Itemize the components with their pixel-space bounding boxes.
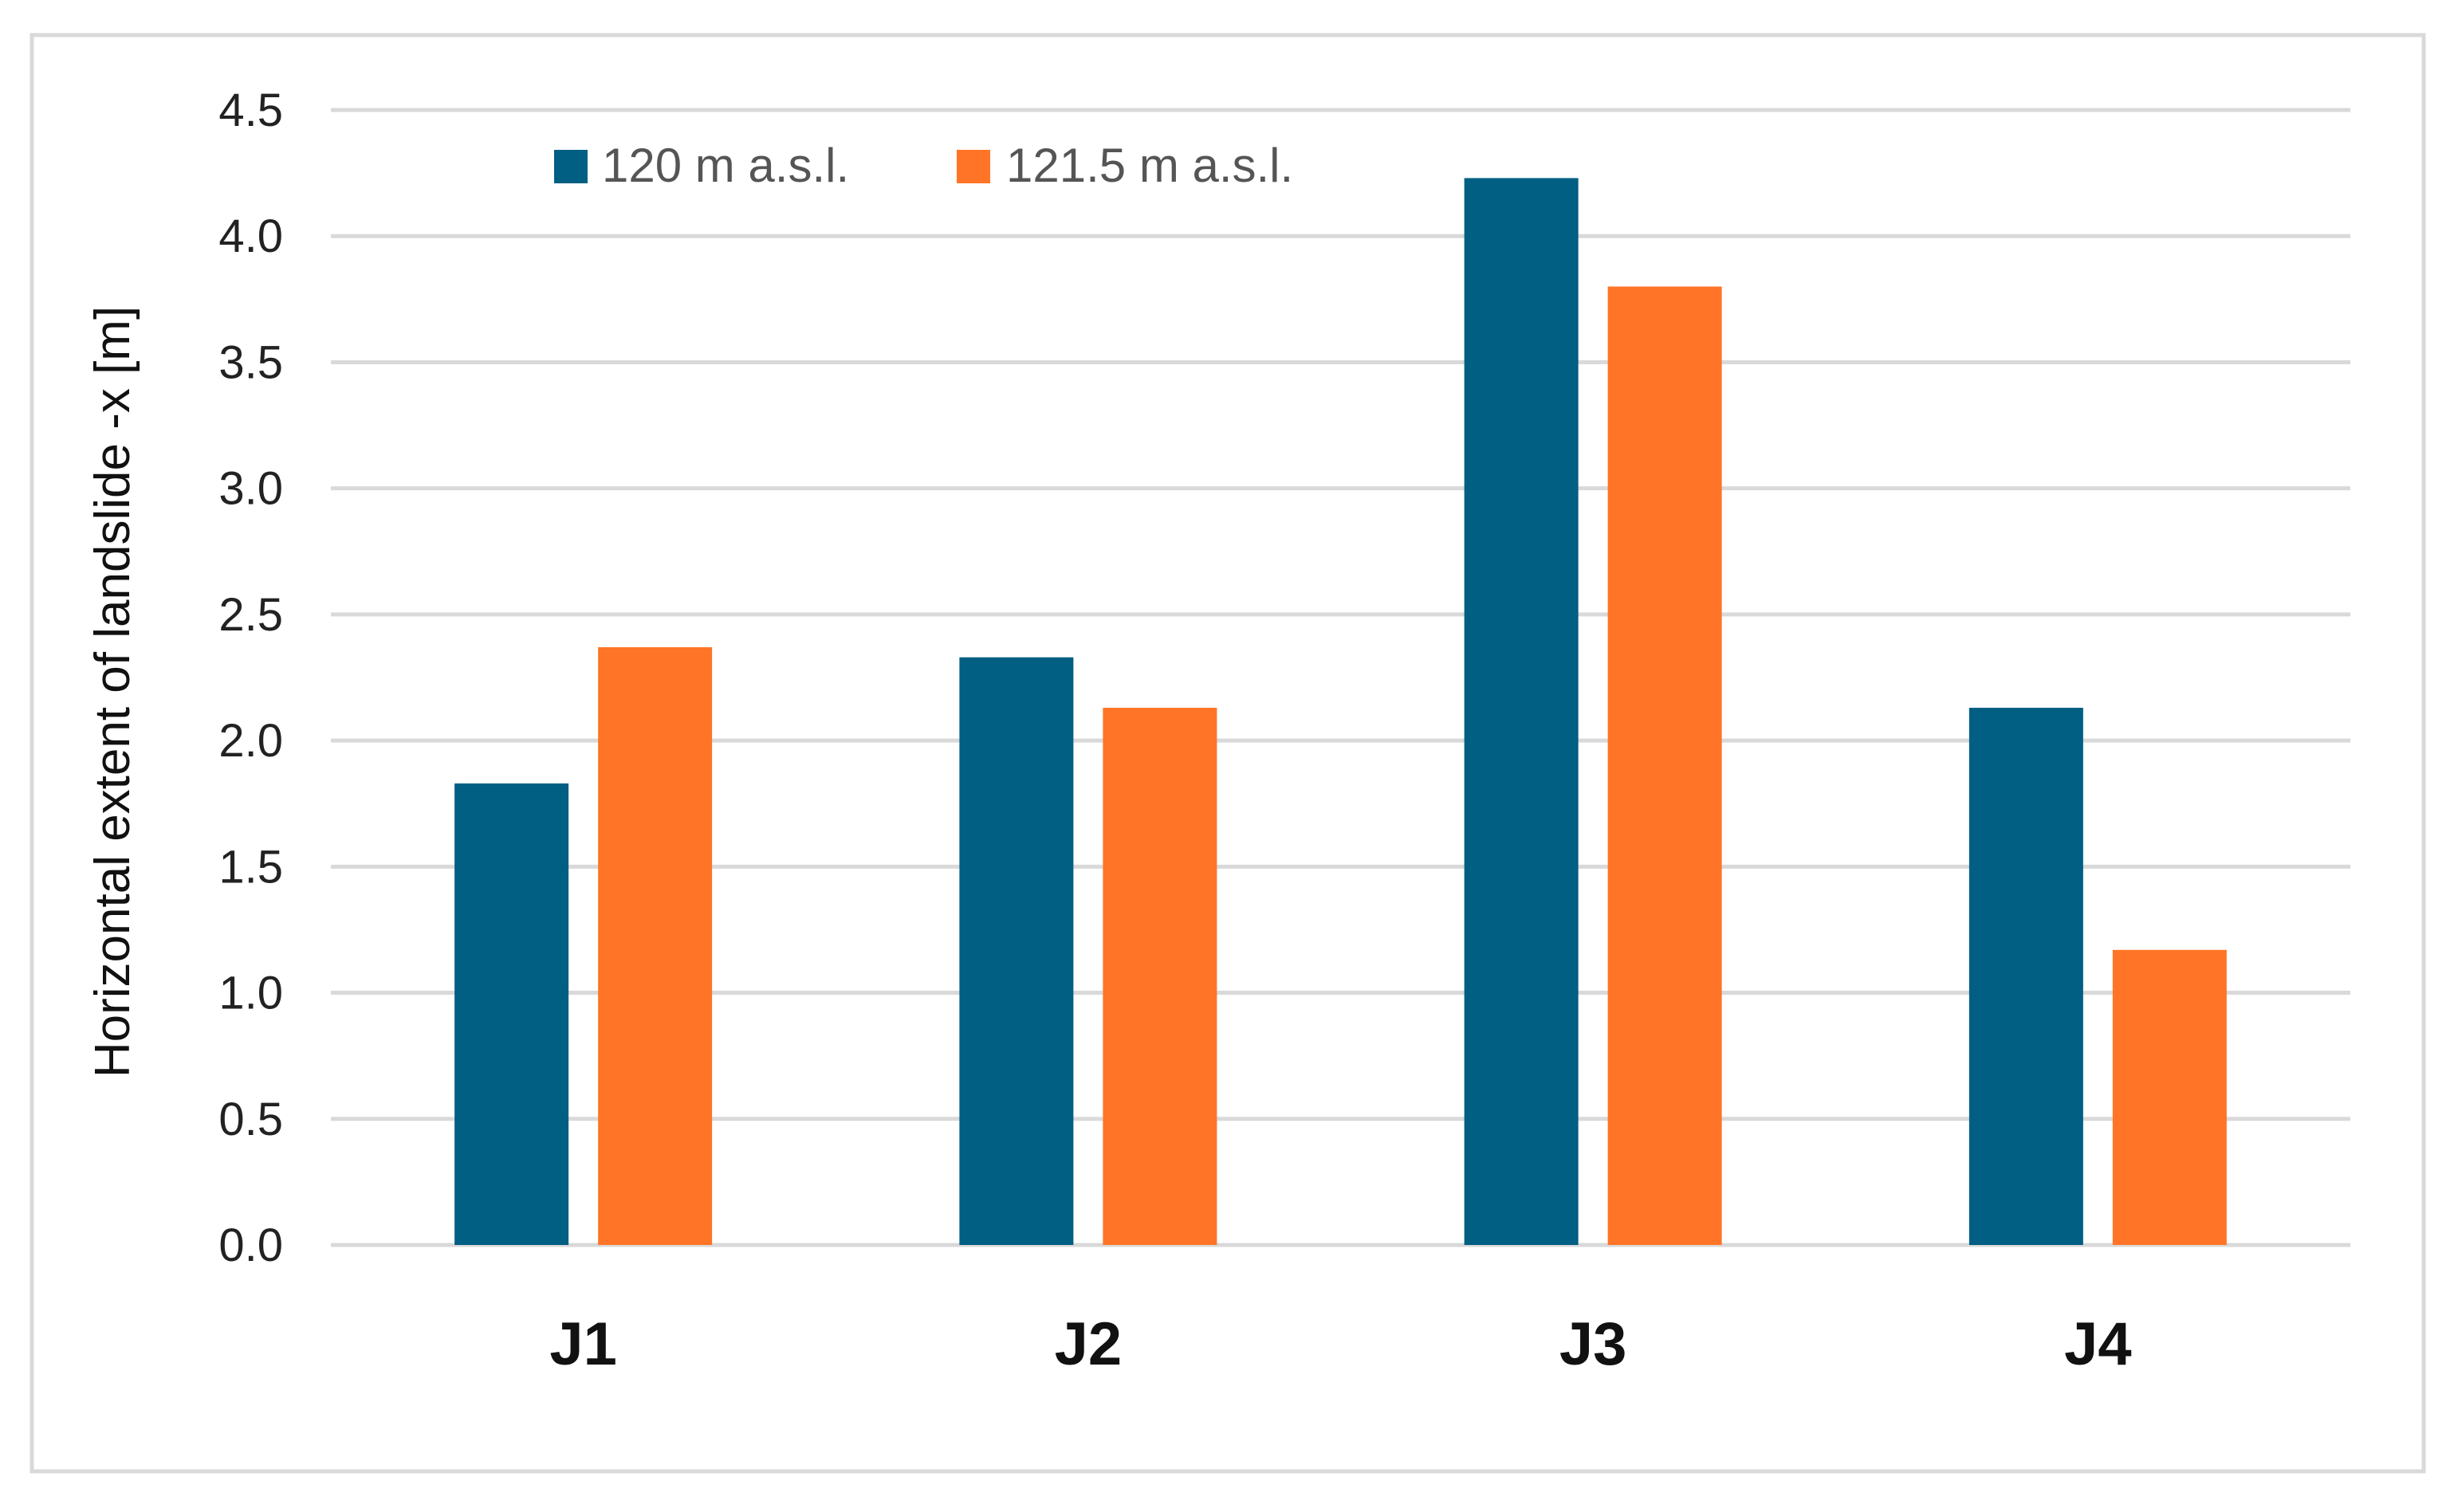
y-tick-label: 0.5 [218,1094,283,1145]
y-tick-label: 0.0 [218,1219,283,1271]
bars [454,178,2227,1246]
bar-j3-series-1 [1464,178,1579,1246]
x-category-labels: J1 J2 J3 J4 [549,1310,2131,1378]
bar-j1-series-1 [454,783,569,1245]
y-tick-label: 1.5 [218,841,283,893]
x-category-label: J4 [2064,1310,2132,1378]
y-tick-label: 4.5 [218,84,283,136]
legend-swatch [957,150,990,183]
bar-j1-series-2 [598,647,713,1245]
y-axis-title: Horizontal extent of landslide -x [m] [85,306,140,1078]
x-category-label: J3 [1559,1310,1627,1378]
bar-j2-series-1 [959,657,1074,1245]
legend-label: 121.5 m a.s.l. [1006,139,1293,192]
bar-j3-series-2 [1607,286,1722,1245]
bar-j2-series-2 [1103,707,1217,1245]
y-tick-label: 2.5 [218,589,283,641]
legend-swatch [554,150,588,183]
y-tick-label: 3.5 [218,336,283,388]
legend: 120 m a.s.l. 121.5 m a.s.l. [554,139,1293,192]
bar-j4-series-2 [2112,949,2227,1245]
y-tick-labels: 0.0 0.5 1.0 1.5 2.0 2.5 3.0 3.5 4.0 4.5 [218,84,283,1271]
y-tick-label: 1.0 [218,968,283,1019]
bar-j4-series-1 [1968,707,2083,1245]
y-tick-label: 2.0 [218,715,283,767]
x-category-label: J1 [549,1310,617,1378]
y-tick-label: 3.0 [218,463,283,515]
y-tick-label: 4.0 [218,210,283,262]
x-category-label: J2 [1055,1310,1123,1378]
legend-label: 120 m a.s.l. [602,139,849,192]
